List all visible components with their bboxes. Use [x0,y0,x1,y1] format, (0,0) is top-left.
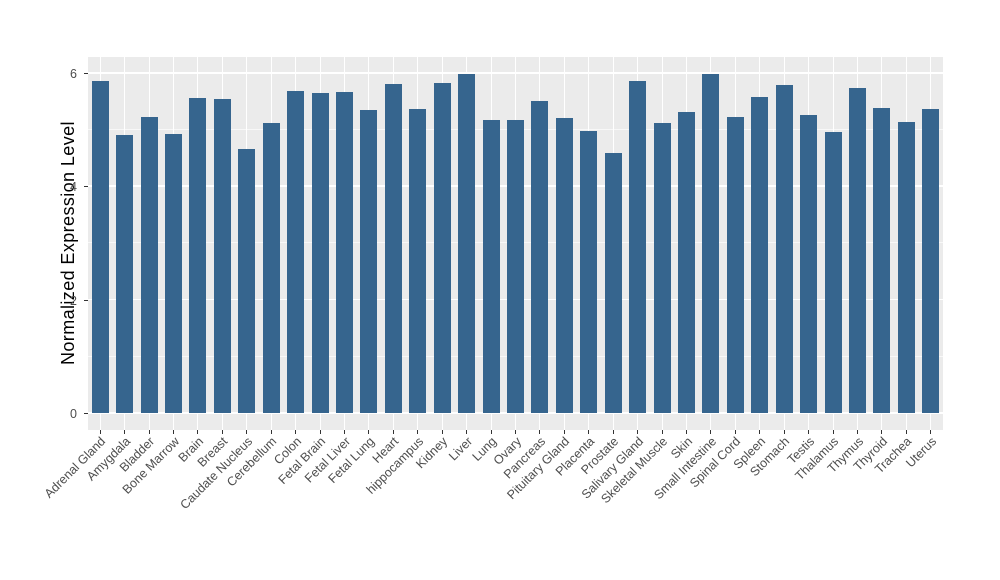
bar [336,91,353,413]
x-tick-mark [466,430,468,434]
bar [629,81,647,413]
x-tick-mark [515,430,516,434]
x-tick-mark [857,430,858,434]
x-tick-mark [490,430,492,434]
y-axis-title: Normalized Expression Level [58,121,78,366]
y-tick-mark [84,186,88,188]
x-tick-mark [197,430,199,434]
bar [751,97,769,413]
bar [824,131,842,413]
bar [678,111,695,413]
bar [311,93,329,413]
bar [91,81,109,413]
bar [873,108,891,413]
x-tick-mark [930,430,932,434]
bar [531,100,549,413]
x-tick-mark [563,430,565,434]
x-tick-mark [295,430,297,434]
bar [922,109,940,413]
x-tick-mark [344,430,345,434]
bar [433,82,451,413]
y-tick-label: 6 [70,66,77,81]
bar [800,114,818,413]
bar [287,91,305,413]
x-tick-mark [392,430,394,434]
bar [116,134,134,413]
x-tick-mark [905,430,907,434]
bar [482,120,500,413]
bar [604,152,622,413]
x-tick-mark [319,430,321,434]
bar [238,149,256,413]
bar [213,99,231,413]
bar [726,117,744,413]
bar [189,97,207,413]
bar [262,122,280,413]
plot-panel [88,57,943,430]
x-tick-mark [270,430,272,434]
x-tick-mark [99,430,101,434]
x-tick-mark [637,430,639,434]
bar [775,84,793,413]
bar [458,74,476,413]
bar [580,131,598,413]
x-tick-mark [734,430,736,434]
x-tick-mark [612,430,614,434]
bar [555,117,573,413]
bar [849,88,866,413]
y-tick-label: 2 [70,293,77,308]
bar [409,109,427,413]
x-tick-mark [368,430,370,434]
x-tick-mark [441,430,443,434]
bar [384,83,402,413]
bar [507,120,524,413]
x-tick-mark [759,430,761,434]
bar [897,122,915,413]
x-tick-mark [710,430,712,434]
x-tick-mark [124,430,126,434]
bar [653,122,671,413]
x-tick-mark [417,430,419,434]
x-tick-mark [539,430,541,434]
x-tick-mark [832,430,834,434]
y-tick-mark [84,413,88,414]
x-tick-mark [246,430,248,434]
x-tick-mark [221,430,223,434]
y-tick-label: 0 [70,407,77,421]
y-tick-mark [84,72,88,74]
bar [702,74,720,413]
bar [140,117,158,413]
y-tick-mark [84,299,88,301]
x-tick-mark [808,430,810,434]
bar [165,134,182,413]
x-tick-mark [588,430,590,434]
y-tick-label: 4 [70,180,77,195]
x-tick-mark [881,430,883,434]
bar [360,109,378,413]
x-tick-mark [148,430,150,434]
x-tick-mark [783,430,785,434]
x-tick-mark [173,430,174,434]
x-tick-mark [661,430,663,434]
x-tick-mark [686,430,687,434]
